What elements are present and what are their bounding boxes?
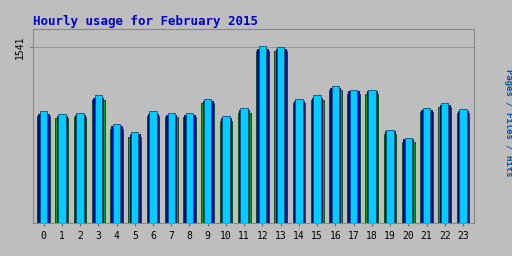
Bar [256,51,269,223]
Bar [313,95,321,223]
Bar [183,117,196,223]
Bar [37,116,50,223]
Bar [277,47,284,223]
Bar [110,129,123,223]
Bar [40,111,47,223]
Bar [241,108,248,223]
Bar [423,108,430,223]
Bar [165,117,178,223]
Bar [166,115,176,223]
Bar [274,51,287,223]
Bar [292,103,305,223]
Bar [150,111,157,223]
Bar [404,138,412,223]
Bar [294,101,304,223]
Bar [441,103,449,223]
Bar [148,114,158,223]
Bar [92,100,104,223]
Bar [438,108,451,223]
Bar [275,49,286,223]
Bar [238,113,250,223]
Bar [113,124,120,223]
Bar [259,46,266,223]
Bar [74,117,87,223]
Bar [131,132,138,223]
Bar [366,94,378,223]
Bar [312,98,322,223]
Text: Pages / Files / Hits: Pages / Files / Hits [504,69,512,177]
Bar [350,90,357,223]
Bar [239,110,249,223]
Bar [76,113,84,223]
Bar [421,110,432,223]
Bar [112,126,122,223]
Bar [387,130,394,223]
Bar [203,101,213,223]
Bar [332,86,339,223]
Bar [440,105,450,223]
Bar [38,114,49,223]
Bar [55,118,68,223]
Bar [220,121,232,223]
Bar [58,114,66,223]
Bar [95,95,102,223]
Bar [329,90,342,223]
Text: Hourly usage for February 2015: Hourly usage for February 2015 [33,15,258,28]
Bar [221,118,231,223]
Bar [75,115,85,223]
Bar [146,116,159,223]
Bar [295,99,303,223]
Bar [383,134,396,223]
Bar [184,115,195,223]
Bar [420,112,433,223]
Bar [204,99,211,223]
Bar [222,116,230,223]
Bar [457,113,470,223]
Bar [367,91,377,223]
Bar [330,88,340,223]
Bar [258,49,268,223]
Bar [458,111,468,223]
Bar [57,116,67,223]
Bar [201,103,214,223]
Bar [349,91,359,223]
Bar [129,136,141,223]
Bar [130,134,140,223]
Bar [403,140,413,223]
Bar [459,109,467,223]
Bar [347,94,360,223]
Bar [368,90,375,223]
Bar [385,131,395,223]
Bar [402,142,415,223]
Bar [93,98,103,223]
Bar [167,113,175,223]
Bar [311,100,324,223]
Bar [186,113,193,223]
